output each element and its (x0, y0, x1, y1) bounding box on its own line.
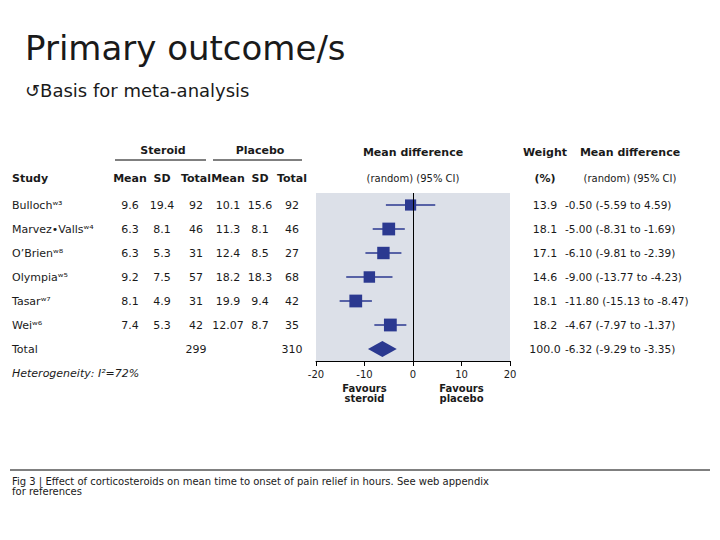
svg-text:11.3: 11.3 (216, 223, 241, 236)
svg-text:92: 92 (189, 199, 203, 212)
svg-text:68: 68 (285, 271, 299, 284)
svg-text:7.4: 7.4 (121, 319, 139, 332)
svg-text:Favours: Favours (439, 382, 484, 394)
svg-text:310: 310 (282, 343, 303, 356)
svg-text:18.1: 18.1 (533, 223, 558, 236)
svg-text:Total: Total (277, 172, 307, 185)
svg-text:-10: -10 (356, 369, 372, 380)
svg-text:0: 0 (410, 369, 416, 380)
svg-text:6.3: 6.3 (121, 223, 139, 236)
svg-text:46: 46 (189, 223, 203, 236)
svg-text:17.1: 17.1 (533, 247, 558, 260)
svg-text:Fig 3 | Effect of corticostero: Fig 3 | Effect of corticosteroids on mea… (12, 476, 489, 488)
svg-text:35: 35 (285, 319, 299, 332)
svg-text:Mean difference: Mean difference (363, 146, 463, 159)
svg-text:18.2: 18.2 (216, 271, 241, 284)
svg-text:27: 27 (285, 247, 299, 260)
svg-text:Steroid: Steroid (140, 144, 185, 157)
svg-text:19.4: 19.4 (150, 199, 175, 212)
svg-text:(%): (%) (534, 172, 555, 185)
svg-text:Total: Total (181, 172, 211, 185)
svg-text:Mean difference: Mean difference (580, 146, 680, 159)
svg-text:Bullochʷ³: Bullochʷ³ (12, 199, 62, 212)
svg-text:10.1: 10.1 (216, 199, 241, 212)
svg-text:Total: Total (11, 343, 38, 356)
svg-text:92: 92 (285, 199, 299, 212)
svg-text:9.6: 9.6 (121, 199, 139, 212)
svg-text:31: 31 (189, 295, 203, 308)
svg-text:9.2: 9.2 (121, 271, 139, 284)
svg-text:8.1: 8.1 (153, 223, 171, 236)
svg-text:8.7: 8.7 (251, 319, 269, 332)
svg-text:18.2: 18.2 (533, 319, 558, 332)
svg-text:4.9: 4.9 (153, 295, 171, 308)
svg-text:Heterogeneity: I²=72%: Heterogeneity: I²=72% (12, 367, 139, 380)
svg-text:5.3: 5.3 (153, 247, 171, 260)
svg-text:18.1: 18.1 (533, 295, 558, 308)
svg-text:19.9: 19.9 (216, 295, 241, 308)
svg-text:10: 10 (455, 369, 468, 380)
svg-text:18.3: 18.3 (248, 271, 273, 284)
svg-text:Favours: Favours (342, 382, 387, 394)
svg-text:-20: -20 (308, 369, 324, 380)
svg-text:42: 42 (285, 295, 299, 308)
svg-text:(random) (95% CI): (random) (95% CI) (584, 173, 677, 184)
svg-text:299: 299 (186, 343, 207, 356)
svg-text:Primary outcome/s: Primary outcome/s (25, 28, 346, 68)
svg-text:steroid: steroid (345, 393, 385, 404)
svg-text:for references: for references (12, 486, 82, 497)
svg-text:15.6: 15.6 (248, 199, 273, 212)
svg-text:(random) (95% CI): (random) (95% CI) (367, 173, 460, 184)
svg-text:31: 31 (189, 247, 203, 260)
svg-text:14.6: 14.6 (533, 271, 558, 284)
svg-text:Marvez•Vallsʷ⁴: Marvez•Vallsʷ⁴ (12, 223, 94, 236)
svg-text:Weight: Weight (523, 146, 567, 159)
svg-text:placebo: placebo (439, 393, 483, 404)
svg-text:-0.50 (-5.59 to 4.59): -0.50 (-5.59 to 4.59) (565, 199, 671, 211)
svg-text:13.9: 13.9 (533, 199, 558, 212)
svg-text:12.4: 12.4 (216, 247, 241, 260)
svg-text:-11.80 (-15.13 to -8.47): -11.80 (-15.13 to -8.47) (565, 295, 689, 307)
svg-text:8.1: 8.1 (121, 295, 139, 308)
svg-text:-9.00 (-13.77 to -4.23): -9.00 (-13.77 to -4.23) (565, 271, 682, 283)
svg-text:-5.00 (-8.31 to -1.69): -5.00 (-8.31 to -1.69) (565, 223, 675, 235)
svg-text:-6.32 (-9.29 to -3.35): -6.32 (-9.29 to -3.35) (565, 343, 675, 355)
svg-text:7.5: 7.5 (153, 271, 171, 284)
svg-text:9.4: 9.4 (251, 295, 269, 308)
svg-text:Mean: Mean (211, 172, 245, 185)
svg-text:Olympiaʷ⁵: Olympiaʷ⁵ (12, 271, 68, 284)
svg-text:-4.67 (-7.97 to -1.37): -4.67 (-7.97 to -1.37) (565, 319, 675, 331)
svg-text:Tasarʷ⁷: Tasarʷ⁷ (11, 295, 51, 308)
svg-text:SD: SD (251, 172, 268, 185)
svg-text:-6.10 (-9.81 to -2.39): -6.10 (-9.81 to -2.39) (565, 247, 675, 259)
svg-text:42: 42 (189, 319, 203, 332)
svg-text:46: 46 (285, 223, 299, 236)
svg-text:57: 57 (189, 271, 203, 284)
svg-text:100.0: 100.0 (529, 343, 561, 356)
svg-text:Placebo: Placebo (236, 144, 285, 157)
svg-text:Study: Study (12, 172, 48, 185)
svg-text:Weiʷ⁶: Weiʷ⁶ (12, 319, 43, 332)
svg-text:8.5: 8.5 (251, 247, 269, 260)
svg-text:12.07: 12.07 (212, 319, 244, 332)
svg-text:5.3: 5.3 (153, 319, 171, 332)
svg-text:Mean: Mean (113, 172, 147, 185)
svg-text:O’Brienʷ⁸: O’Brienʷ⁸ (12, 247, 64, 260)
svg-text:SD: SD (153, 172, 170, 185)
svg-text:↺Basis for meta-analysis: ↺Basis for meta-analysis (25, 80, 249, 101)
svg-text:8.1: 8.1 (251, 223, 269, 236)
svg-text:20: 20 (504, 369, 517, 380)
svg-text:6.3: 6.3 (121, 247, 139, 260)
